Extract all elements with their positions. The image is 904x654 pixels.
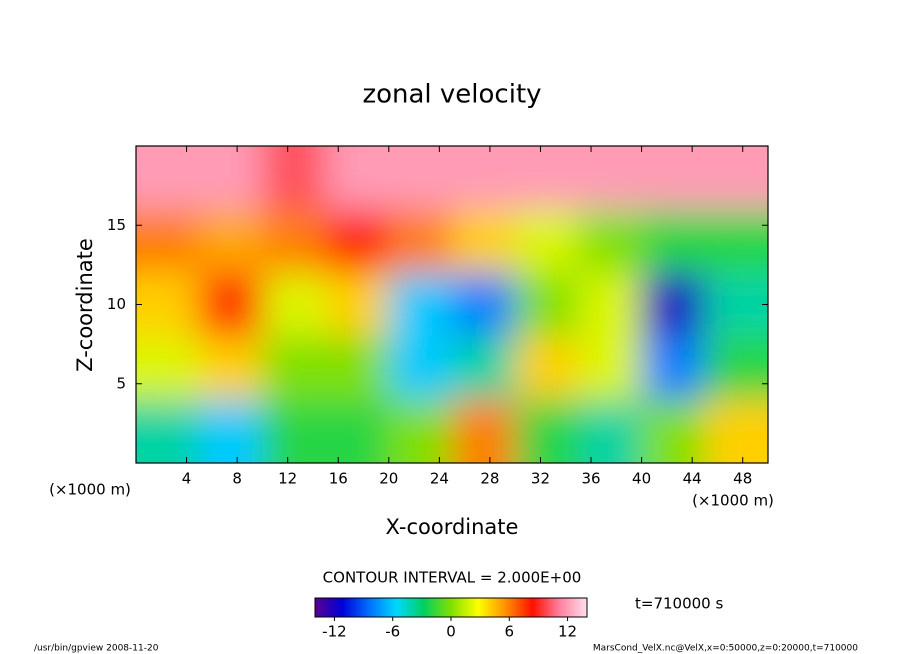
- field-cell: [199, 399, 264, 463]
- field-cell: [704, 336, 768, 401]
- field-cell: [262, 399, 327, 463]
- field-cell: [136, 146, 201, 211]
- field-cell: [704, 209, 768, 274]
- field-cell: [452, 336, 517, 401]
- field-cell: [325, 336, 390, 401]
- field-cell: [262, 209, 327, 274]
- colorbar-tick-label: 0: [446, 623, 456, 641]
- field-cell: [578, 336, 643, 401]
- field-cell: [325, 272, 390, 338]
- field-cell: [136, 272, 201, 338]
- x-unit-right: (×1000 m): [692, 492, 774, 510]
- field-cell: [452, 209, 517, 274]
- x-tick-label: 28: [480, 470, 499, 488]
- y-axis-label: Z-coordinate: [73, 238, 97, 372]
- footer-left: /usr/bin/gpview 2008-11-20: [34, 644, 159, 654]
- field-cell: [641, 336, 706, 401]
- x-tick-label: 40: [632, 470, 651, 488]
- x-tick-label: 36: [581, 470, 600, 488]
- field-cell: [325, 209, 390, 274]
- x-unit-left: (×1000 m): [49, 481, 131, 499]
- field-cell: [704, 399, 768, 463]
- colorbar-tick-label: -12: [322, 623, 347, 641]
- x-tick-label: 12: [278, 470, 297, 488]
- field-cell: [325, 399, 390, 463]
- field-cell: [199, 336, 264, 401]
- colorbar-tick-label: 6: [505, 623, 515, 641]
- field-cell: [136, 336, 201, 401]
- x-tick-label: 32: [531, 470, 550, 488]
- field-cell: [262, 146, 327, 211]
- field-cell: [262, 336, 327, 401]
- chart-title: zonal velocity: [362, 80, 541, 110]
- colorbar: [314, 597, 588, 618]
- x-tick-label: 20: [379, 470, 398, 488]
- field-clip: [136, 146, 768, 463]
- field-cell: [515, 272, 580, 338]
- field-cell: [199, 272, 264, 338]
- footer-right: MarsCond_VelX.nc@VelX,x=0:50000,z=0:2000…: [593, 644, 858, 654]
- field-cell: [325, 146, 390, 211]
- field-cell: [515, 336, 580, 401]
- x-tick-label: 16: [329, 470, 348, 488]
- field-cell: [578, 272, 643, 338]
- field-cell: [388, 272, 453, 338]
- field-cell: [136, 399, 201, 463]
- x-tick-label: 8: [232, 470, 242, 488]
- field: [136, 146, 768, 463]
- field-cell: [388, 209, 453, 274]
- field-cell: [578, 209, 643, 274]
- field-cell: [452, 272, 517, 338]
- field-cell: [388, 399, 453, 463]
- field-cell: [388, 336, 453, 401]
- field-cell: [641, 272, 706, 338]
- field-cell: [704, 272, 768, 338]
- field-cell: [641, 399, 706, 463]
- field-cell: [515, 146, 580, 211]
- field-cell: [578, 399, 643, 463]
- field-cell: [641, 146, 706, 211]
- x-axis-label: X-coordinate: [386, 515, 519, 539]
- field-cell: [641, 209, 706, 274]
- y-tick-label: 10: [107, 295, 126, 313]
- x-tick-label: 24: [430, 470, 449, 488]
- field-cell: [515, 209, 580, 274]
- field-cell: [388, 146, 453, 211]
- x-tick-label: 4: [182, 470, 192, 488]
- field-cell: [578, 146, 643, 211]
- field-cell: [199, 209, 264, 274]
- x-tick-label: 48: [733, 470, 752, 488]
- time-label: t=710000 s: [635, 595, 723, 613]
- field-cell: [199, 146, 264, 211]
- field-cell: [452, 146, 517, 211]
- field-cell: [452, 399, 517, 463]
- colorbar-tick-label: -6: [385, 623, 400, 641]
- y-tick-label: 15: [107, 216, 126, 234]
- contour-interval: CONTOUR INTERVAL = 2.000E+00: [323, 569, 582, 587]
- colorbar-tick-label: 12: [558, 623, 577, 641]
- field-cell: [262, 272, 327, 338]
- field-cell: [704, 146, 768, 211]
- y-tick-label: 5: [116, 374, 126, 392]
- field-cell: [515, 399, 580, 463]
- field-cell: [136, 209, 201, 274]
- x-tick-label: 44: [683, 470, 702, 488]
